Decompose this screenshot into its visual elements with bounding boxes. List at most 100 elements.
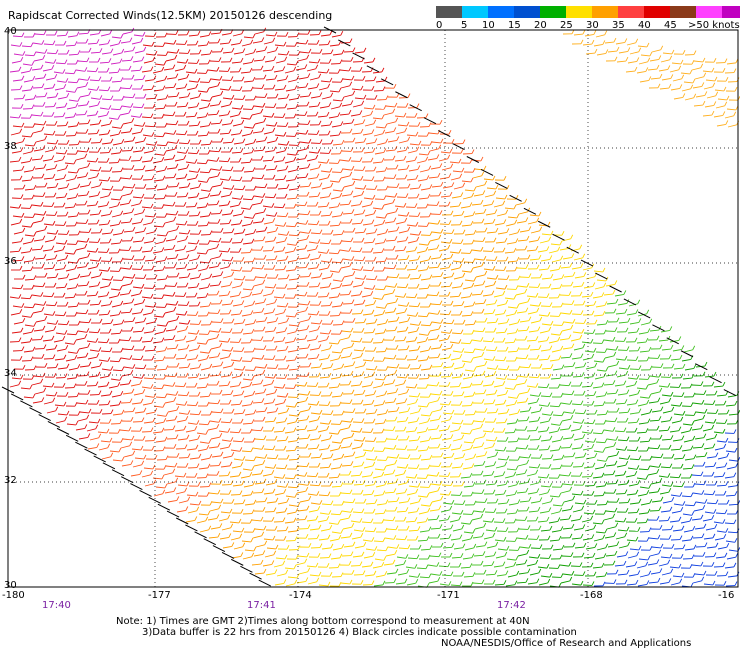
wind-barb-flag-850	[65, 211, 69, 216]
wind-barb-1970	[647, 382, 657, 386]
wind-barb-673	[120, 177, 130, 180]
wind-barb-475	[241, 133, 251, 137]
wind-barb-1421	[606, 302, 616, 305]
wind-barb-2105	[725, 404, 735, 407]
wind-barb-350	[220, 104, 230, 108]
wind-barb-flag-630	[131, 165, 135, 170]
wind-barb-flag-1343	[370, 291, 374, 296]
wind-barb-flag-1756	[382, 357, 386, 362]
wind-barb-532	[431, 141, 441, 144]
wind-barb-flag-522	[330, 139, 334, 144]
wind-barb-557	[253, 149, 264, 152]
wind-barb-flag-2275	[568, 424, 572, 430]
wind-barb-flag-1112	[197, 254, 201, 259]
wind-barb-825	[295, 204, 306, 207]
wind-barb-1444	[230, 313, 240, 316]
wind-barb-flag-2411	[121, 456, 125, 462]
wind-barb-74	[35, 51, 45, 54]
wind-barb-flag-823	[282, 203, 286, 208]
wind-barb-514	[233, 142, 243, 145]
wind-barb-1553	[154, 331, 164, 335]
wind-barb-flag-1204	[44, 272, 48, 278]
wind-barb-371	[726, 108, 736, 111]
wind-barb-flag-1961	[557, 383, 561, 389]
wind-barb-1446	[252, 311, 262, 314]
wind-barb-flag-1438	[173, 306, 177, 312]
wind-barb-flag-1791	[88, 361, 92, 367]
wind-barb-flag-2423	[253, 456, 257, 461]
wind-barb-917	[263, 221, 273, 225]
wind-barb-flag-2115	[154, 408, 158, 413]
wind-barb-flag-881	[406, 211, 410, 217]
wind-barb-flag-1389	[263, 298, 267, 303]
wind-barb-5	[67, 35, 77, 38]
wind-barb-2481	[264, 466, 274, 469]
wind-barb-flag-1539	[649, 318, 653, 323]
wind-barb-457	[43, 133, 53, 136]
wind-barb-1773	[560, 356, 571, 359]
wind-barb-flag-1105	[120, 257, 124, 262]
wind-barb-536	[22, 151, 32, 155]
wind-barb-flag-17	[208, 31, 212, 36]
wind-barb-flag-654	[395, 164, 399, 169]
wind-barb-flag-1633	[381, 338, 385, 343]
wind-barb-57	[263, 41, 273, 45]
wind-barb-flag-1555	[185, 325, 189, 331]
wind-barb-1059	[174, 248, 184, 252]
wind-barb-flag-1047	[51, 245, 55, 250]
wind-barb-flag-1359	[546, 293, 550, 298]
wind-barb-1807	[255, 366, 265, 369]
wind-barb-flag-1175	[316, 263, 320, 269]
wind-barb-flag-982	[451, 229, 455, 234]
wind-barb-943	[13, 231, 23, 235]
wind-barb-flag-2302	[208, 439, 212, 444]
wind-barb-flag-298	[121, 95, 125, 101]
wind-barb-flag-2284	[667, 426, 671, 431]
wind-barb-flag-1583	[493, 327, 497, 333]
wind-barb-flag-1183	[404, 264, 408, 270]
wind-barb-20	[232, 33, 242, 37]
wind-barb-flag-1421	[615, 298, 619, 304]
wind-barb-flag-1703	[483, 346, 487, 351]
wind-barb-flag-1704	[494, 346, 498, 351]
wind-barb-flag-2174	[119, 419, 123, 424]
wind-barb-flag-2398	[613, 442, 617, 447]
wind-barb-flag-796	[493, 190, 497, 195]
wind-barb-flag-2314	[340, 438, 344, 444]
wind-barb-flag-1223	[253, 276, 257, 281]
wind-barb-226	[265, 78, 275, 81]
wind-barb-flag-1924	[150, 384, 154, 389]
wind-barb-683	[230, 179, 241, 182]
wind-barb-flag-584	[95, 157, 99, 163]
wind-barb-flag-282	[668, 83, 672, 89]
wind-barb-flag-1179	[360, 266, 364, 271]
wind-barb-flag-324	[407, 93, 411, 98]
wind-barb-2468	[121, 463, 131, 467]
wind-barb-1901	[594, 376, 604, 380]
wind-barb-2484	[297, 465, 308, 468]
wind-barb-flag-919	[294, 222, 298, 227]
wind-barb-flag-2116	[165, 412, 169, 417]
wind-barb-2195	[341, 420, 351, 423]
wind-barb-569	[385, 149, 395, 152]
wind-barb-1020	[308, 241, 318, 244]
wind-barb-flag-1448	[283, 308, 287, 313]
wind-barb-2099	[659, 401, 669, 405]
wind-barb-flag-971	[330, 229, 334, 235]
wind-barb-2463	[684, 458, 694, 461]
wind-barb-294	[68, 99, 78, 102]
wind-barb-flag-2105	[734, 400, 738, 406]
wind-barb-1767	[494, 359, 505, 362]
wind-barb-1904	[627, 377, 637, 380]
wind-barb-flag-1256	[20, 284, 24, 289]
wind-barb-1370	[45, 304, 56, 307]
wind-barb-flag-79	[99, 48, 103, 53]
wind-barb-flag-785	[372, 194, 376, 200]
wind-barb-flag-790	[427, 193, 431, 199]
wind-barb-flag-2080	[459, 401, 463, 406]
wind-barb-1566	[297, 328, 307, 332]
wind-barb-646	[298, 167, 308, 170]
wind-barb-flag-91	[231, 47, 235, 53]
wind-barb-flag-1990	[175, 391, 179, 396]
wind-barb-flag-928	[393, 217, 397, 222]
